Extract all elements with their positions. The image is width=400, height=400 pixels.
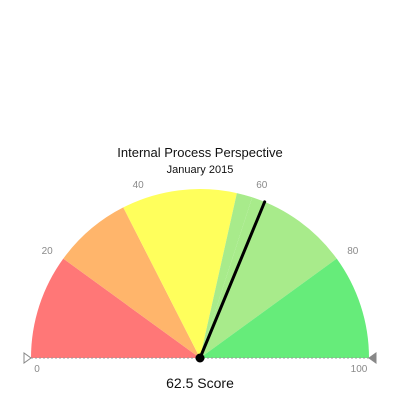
gauge-band-57-60 bbox=[200, 193, 253, 358]
range-start-marker bbox=[23, 352, 32, 364]
tick-label-60: 60 bbox=[256, 180, 268, 191]
tick-label-40: 40 bbox=[133, 180, 145, 191]
gauge-band-35-57 bbox=[123, 189, 237, 358]
gauge-band-80-100 bbox=[200, 258, 369, 358]
gauge-band-60-80 bbox=[200, 197, 337, 358]
chart-title: Internal Process Perspective bbox=[117, 145, 282, 160]
range-end-marker bbox=[368, 352, 377, 364]
chart-subtitle: January 2015 bbox=[167, 164, 234, 176]
gauge-band-20-35 bbox=[63, 207, 200, 358]
gauge-needle-pivot bbox=[195, 353, 205, 363]
gauge-tick-labels: 0 20 40 60 80 100 bbox=[34, 180, 368, 375]
gauge-value-label: 62.5 Score bbox=[166, 375, 234, 391]
tick-label-0: 0 bbox=[34, 364, 40, 375]
gauge-band-0-20 bbox=[31, 258, 200, 358]
tick-label-100: 100 bbox=[351, 364, 368, 375]
gauge-bands bbox=[31, 189, 369, 358]
tick-label-20: 20 bbox=[42, 246, 54, 257]
tick-label-80: 80 bbox=[347, 246, 359, 257]
gauge-needle bbox=[198, 200, 267, 360]
